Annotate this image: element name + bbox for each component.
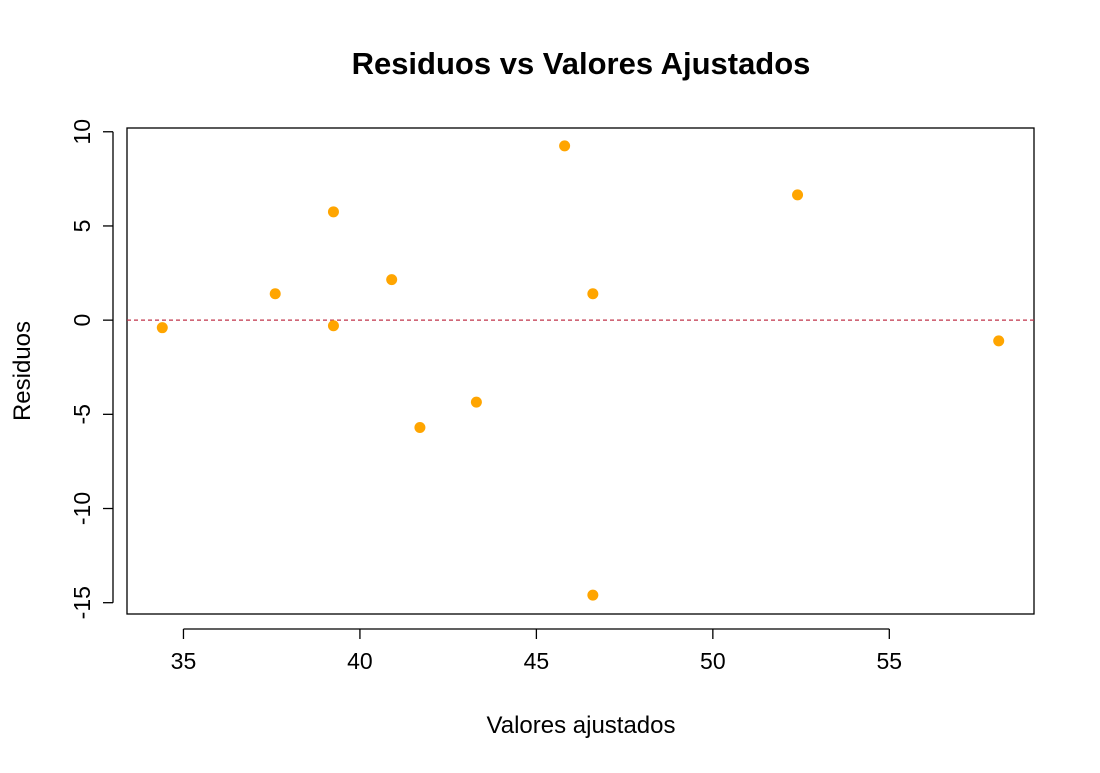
y-tick-label: 0	[69, 314, 95, 327]
data-point	[327, 206, 339, 218]
y-tick-label: -5	[69, 404, 95, 424]
x-tick-label: 45	[524, 648, 550, 674]
x-tick-label: 50	[700, 648, 726, 674]
data-point	[156, 322, 168, 334]
x-tick-label: 35	[171, 648, 197, 674]
data-point	[470, 396, 482, 408]
y-tick-label: 10	[69, 119, 95, 145]
data-point	[559, 140, 571, 152]
x-tick-label: 55	[877, 648, 903, 674]
y-tick-label: -10	[69, 492, 95, 525]
data-point	[327, 320, 339, 332]
y-axis: -15 -10 -5 0 5 10	[69, 119, 114, 619]
data-point	[587, 288, 599, 300]
data-point	[386, 274, 398, 286]
x-tick-label: 40	[347, 648, 373, 674]
y-tick-label: -15	[69, 586, 95, 619]
x-axis: 35 40 45 50 55	[171, 628, 903, 674]
data-point	[414, 422, 426, 434]
x-axis-label: Valores ajustados	[487, 712, 676, 739]
y-tick-label: 5	[69, 220, 95, 233]
data-point	[269, 288, 281, 300]
data-point	[792, 189, 804, 201]
data-point	[993, 335, 1005, 347]
y-axis-label: Residuos	[9, 321, 36, 421]
plot-area-frame	[126, 127, 1035, 615]
chart-title: Residuos vs Valores Ajustados	[352, 46, 811, 81]
data-points	[156, 140, 1005, 601]
data-point	[587, 589, 599, 601]
